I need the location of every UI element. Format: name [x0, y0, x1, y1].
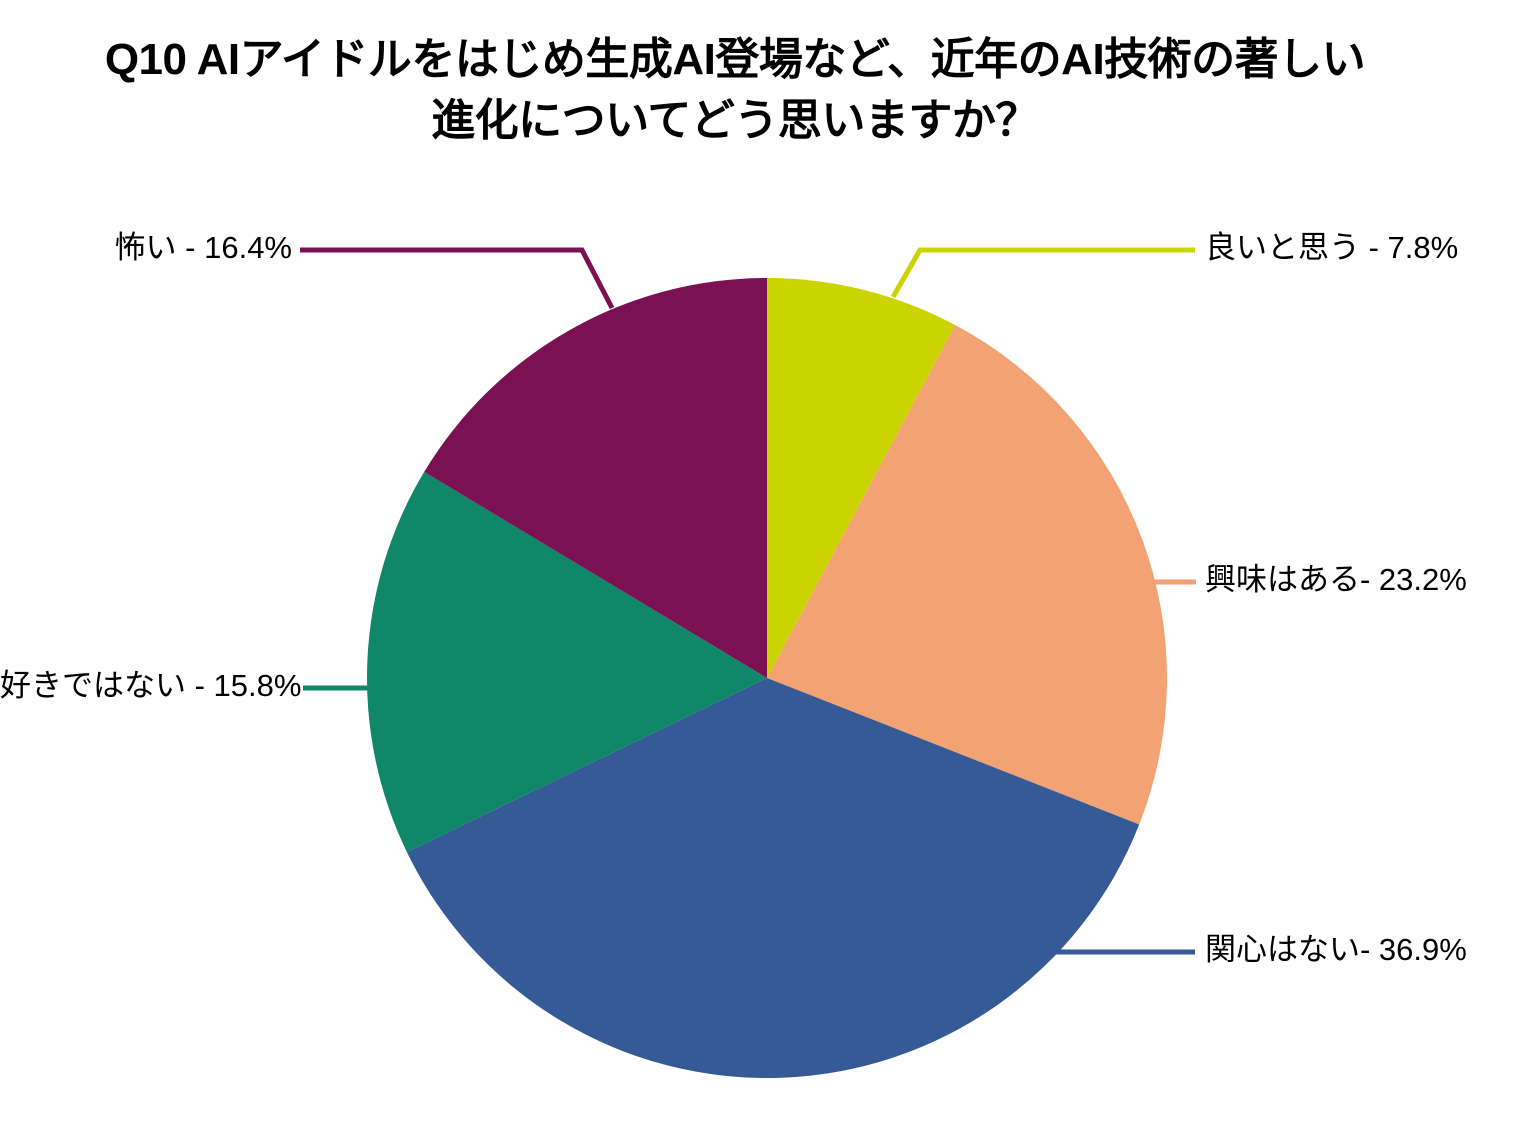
- chart-title: Q10 AIアイドルをはじめ生成AI登場など、近年のAI技術の著しい 進化につい…: [104, 35, 1366, 145]
- pie-slice: [424, 278, 767, 678]
- slice-label-scary: 怖い - 16.4%: [114, 230, 292, 265]
- pie-slice: [767, 324, 1168, 825]
- slice-label-interested: 興味はある- 23.2%: [1205, 562, 1467, 597]
- slice-label-dislike: 好きではない - 15.8%: [0, 668, 302, 703]
- slice-label-not-interested: 関心はない- 36.9%: [1205, 932, 1467, 967]
- leader-line: [890, 247, 1195, 299]
- leader-line-group: [300, 247, 1196, 955]
- slice-label-good: 良いと思う - 7.8%: [1205, 230, 1459, 265]
- pie-slice: [767, 278, 956, 678]
- pie-slice: [367, 471, 767, 853]
- leader-line: [300, 247, 615, 310]
- pie-slice: [406, 678, 1140, 1079]
- pie-slice-group: [367, 278, 1168, 1079]
